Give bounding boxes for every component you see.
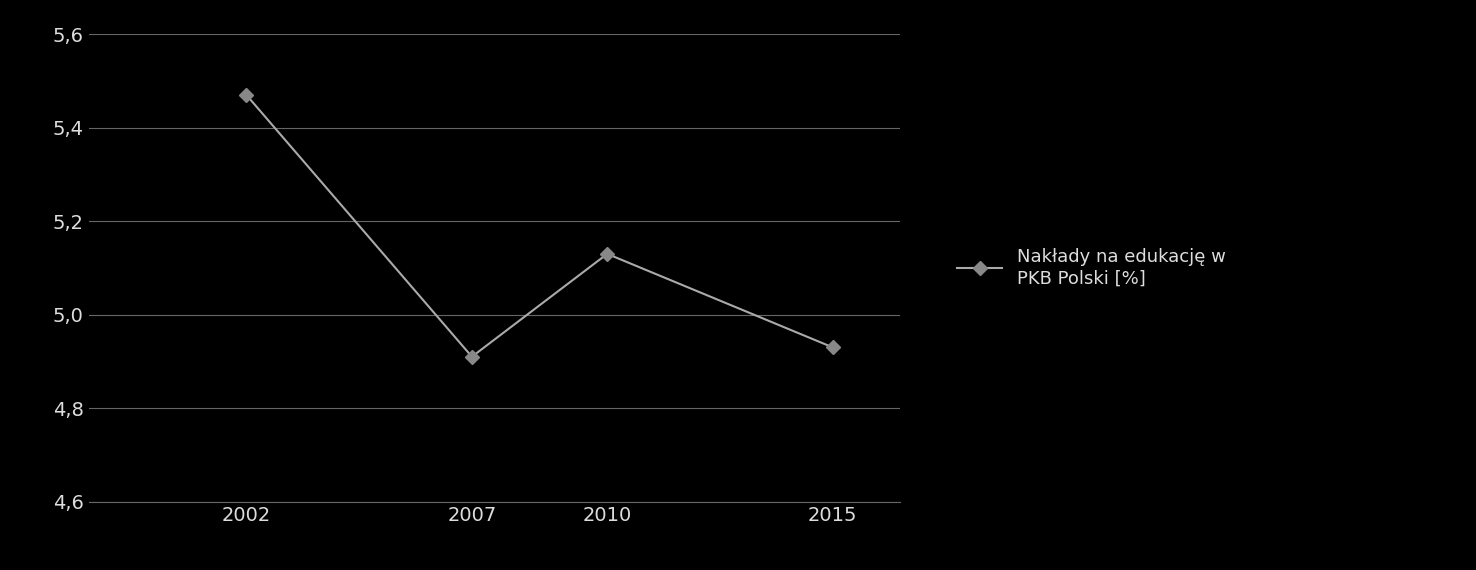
Nakłady na edukację w
PKB Polski [%] <box>463 353 481 360</box>
Line: Nakłady na edukację w
PKB Polski [%]: Nakłady na edukację w PKB Polski [%] <box>242 90 837 361</box>
Nakłady na edukację w
PKB Polski [%] <box>598 250 615 257</box>
Nakłady na edukację w
PKB Polski [%] <box>824 344 841 351</box>
Legend: Nakłady na edukację w
PKB Polski [%]: Nakłady na edukację w PKB Polski [%] <box>951 241 1232 295</box>
Nakłady na edukację w
PKB Polski [%] <box>238 92 255 99</box>
